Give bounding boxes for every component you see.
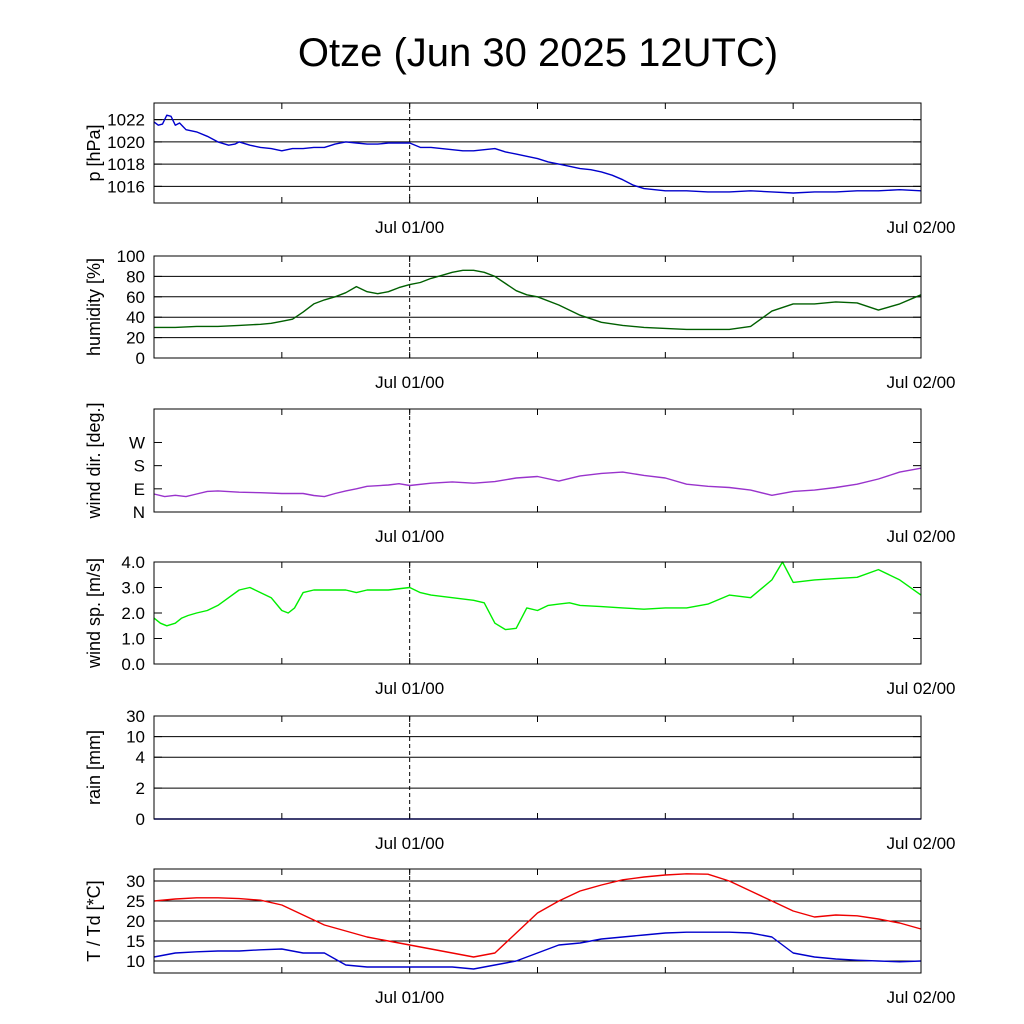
x-tick-label: Jul 01/00 [375,679,444,698]
y-tick-label: W [129,433,145,452]
y-tick-label: 30 [126,707,145,726]
plot-frame [153,868,922,974]
y-tick-label: 2.0 [121,604,145,623]
y-tick-label: N [133,503,145,522]
plot-frame [153,561,922,665]
wind_speed-panel: 0.0 1.0 2.0 3.0 4.0 Jul 01/00 Jul 02/00 wind sp… [84,553,956,698]
x-tick-label: Jul 01/00 [375,373,444,392]
pressure-axis-label: p [hPa] [84,124,104,181]
y-tick-label: 40 [126,308,145,327]
y-tick-label: 1020 [107,133,145,152]
plot-frame [153,255,922,359]
y-tick-label: 20 [126,912,145,931]
y-tick-label: 80 [126,267,145,286]
y-tick-label: 1022 [107,111,145,130]
y-tick-label: 2 [136,779,145,798]
x-tick-label: Jul 01/00 [375,218,444,237]
pressure-panel: 1016 1018 1020 1022 Jul 01/00 Jul 02/00 p [hPa… [84,102,956,237]
y-tick-label: 1016 [107,177,145,196]
humidity-axis-label: humidity [%] [84,258,104,356]
wind_speed-series-line [153,561,922,631]
x-tick-label: Jul 01/00 [375,527,444,546]
y-tick-label: 1018 [107,155,145,174]
plot-frame [153,102,922,204]
y-tick-label: 60 [126,288,145,307]
rain-panel: 0 2 410 30 Jul 01/00 Jul 02/00 rain [mm] [84,707,956,853]
x-tick-label: Jul 02/00 [887,218,956,237]
x-tick-label: Jul 02/00 [887,834,956,853]
x-tick-label: Jul 01/00 [375,834,444,853]
x-tick-label: Jul 02/00 [887,679,956,698]
y-tick-label: 15 [126,932,145,951]
y-tick-label: 4.0 [121,553,145,572]
humidity-series-line [154,269,922,331]
x-tick-label: Jul 02/00 [887,988,956,1007]
temperature-series-line [153,873,922,958]
y-tick-label: 4 [136,748,145,767]
y-tick-label: 25 [126,892,145,911]
y-tick-label: S [134,457,145,476]
pressure-series-line [153,114,922,194]
y-tick-label: 30 [126,872,145,891]
x-tick-label: Jul 01/00 [375,988,444,1007]
y-tick-label: E [134,480,145,499]
y-tick-label: 0.0 [121,655,145,674]
y-tick-label: 1.0 [121,630,145,649]
rain-axis-label: rain [mm] [84,730,104,805]
plot-frame [153,408,922,513]
chart-title: Otze (Jun 30 2025 12UTC) [298,31,778,75]
x-tick-label: Jul 02/00 [887,373,956,392]
y-tick-label: 100 [117,247,145,266]
temperature-axis-label: T / Td [*C] [84,880,104,961]
x-tick-label: Jul 02/00 [887,527,956,546]
y-tick-label: 20 [126,329,145,348]
dewpoint-series-line [153,931,922,970]
wind_direction-axis-label: wind dir. [deg.] [84,402,104,519]
y-tick-label: 10 [126,952,145,971]
y-tick-label: 3.0 [121,579,145,598]
wind_direction-series-line [153,467,922,498]
wind_speed-axis-label: wind sp. [m/s] [84,558,104,669]
y-tick-label: 10 [126,728,145,747]
y-tick-label: 0 [136,349,145,368]
y-tick-label: 0 [136,810,145,829]
plot-frame [153,715,922,820]
